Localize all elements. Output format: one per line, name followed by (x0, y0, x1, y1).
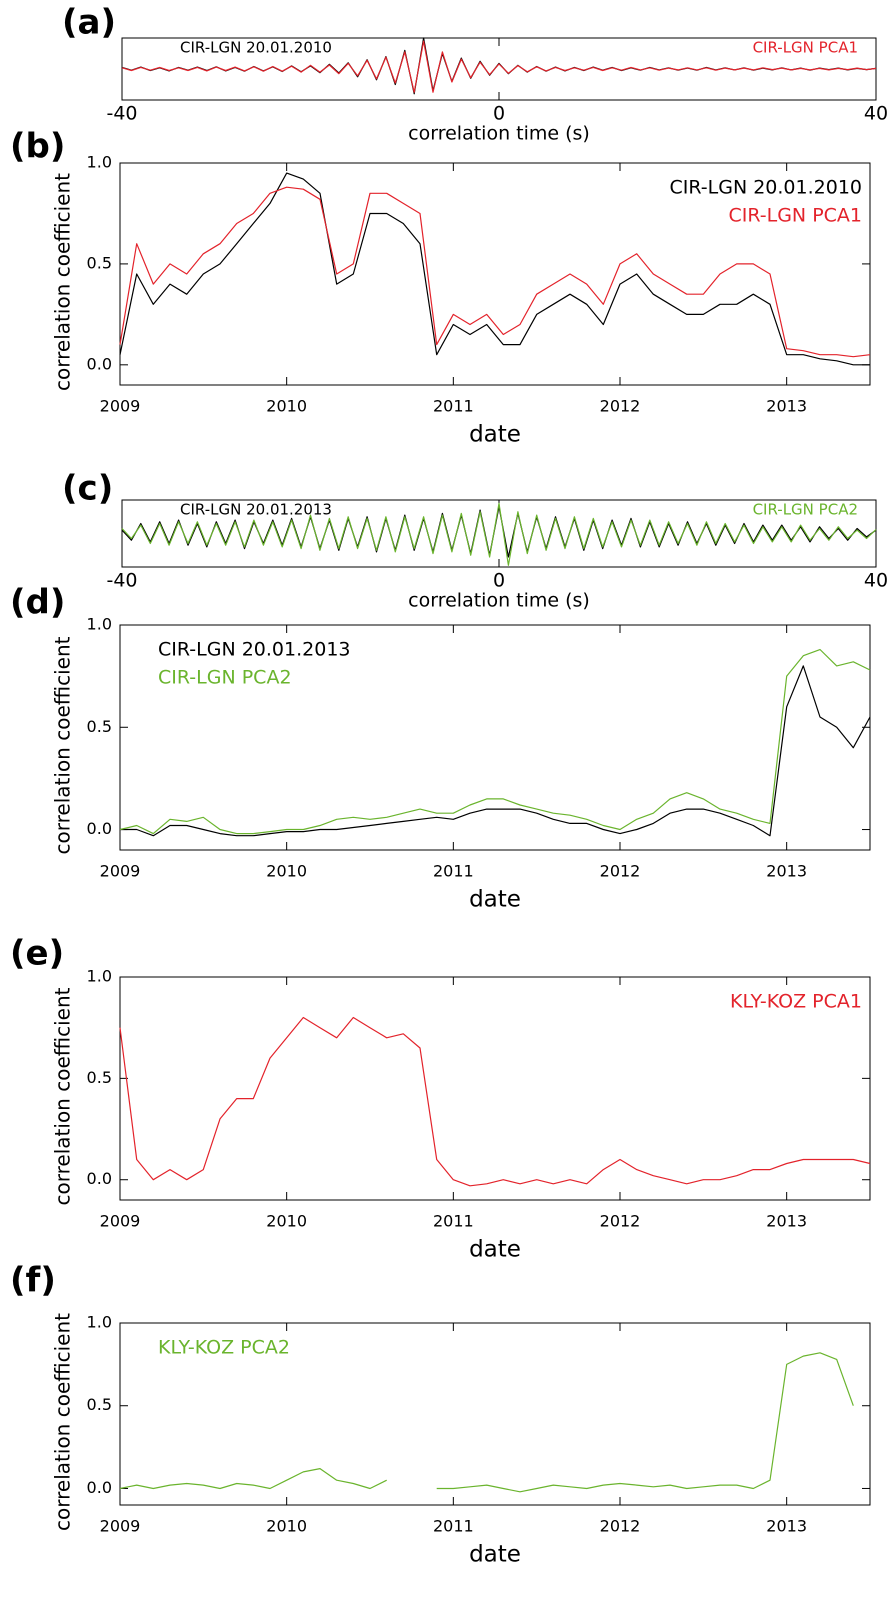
y-axis-label: correlation coefficient (51, 1313, 75, 1531)
plot-frame (119, 162, 871, 386)
y-axis-label: correlation coefficient (51, 987, 75, 1205)
legend-entry: KLY-KOZ PCA2 (158, 1337, 290, 1359)
data-line (120, 665, 871, 837)
x-tick-label: 0 (493, 570, 505, 592)
x-tick-label: 40 (864, 103, 888, 125)
x-tick-label: 2011 (433, 1212, 474, 1231)
legend-entry: CIR-LGN 20.01.2010 (669, 177, 862, 199)
legend-entry: CIR-LGN PCA2 (753, 501, 858, 519)
data-line (119, 1016, 871, 1187)
legend-entry: KLY-KOZ PCA1 (730, 991, 862, 1013)
y-tick-label: 0.5 (87, 1395, 112, 1414)
x-tick-label: 2010 (266, 397, 307, 416)
x-tick-label: 2010 (266, 1212, 307, 1231)
y-tick-label: 1.0 (87, 967, 112, 986)
panel-label: (b) (10, 127, 65, 167)
panel-label: (f) (10, 1261, 56, 1301)
y-tick-label: 1.0 (87, 615, 112, 634)
x-tick-label: 2013 (766, 862, 807, 881)
data-line (119, 1352, 854, 1493)
x-tick-label: 2013 (766, 397, 807, 416)
panel-label: (a) (62, 3, 116, 43)
x-tick-label: 2011 (433, 1517, 474, 1536)
x-tick-label: 2012 (600, 862, 641, 881)
panel-label: (c) (62, 469, 113, 509)
legend-entry: CIR-LGN PCA1 (753, 39, 858, 57)
panel-label: (d) (10, 583, 65, 623)
x-tick-label: 2013 (766, 1212, 807, 1231)
y-tick-label: 0.0 (87, 819, 112, 838)
panel-label: (e) (10, 934, 64, 974)
x-tick-label: 40 (864, 570, 888, 592)
y-axis-label: correlation coefficient (51, 636, 75, 854)
x-tick-label: 0 (493, 103, 505, 125)
y-tick-label: 1.0 (87, 1313, 112, 1332)
x-tick-label: 2010 (266, 862, 307, 881)
y-tick-label: 0.5 (87, 253, 112, 272)
x-tick-label: 2010 (266, 1517, 307, 1536)
x-axis-label: correlation time (s) (408, 123, 590, 145)
x-axis-label: date (469, 1542, 521, 1568)
data-line (121, 40, 877, 93)
x-tick-label: 2009 (100, 1517, 141, 1536)
data-line (121, 502, 877, 566)
x-tick-label: -40 (106, 103, 137, 125)
y-tick-label: 0.0 (87, 1169, 112, 1188)
data-line (119, 172, 870, 366)
y-tick-label: 0.5 (87, 1068, 112, 1087)
x-tick-label: 2012 (600, 1517, 641, 1536)
x-tick-label: 2012 (600, 397, 641, 416)
x-tick-label: -40 (106, 570, 137, 592)
x-tick-label: 2011 (433, 862, 474, 881)
plot-frame (119, 1322, 871, 1506)
y-axis-label: correlation coefficient (51, 173, 75, 391)
x-axis-label: date (469, 422, 521, 448)
data-line (119, 186, 871, 358)
x-tick-label: 2013 (766, 1517, 807, 1536)
legend-entry: CIR-LGN 20.01.2013 (180, 501, 332, 519)
y-tick-label: 1.0 (87, 153, 112, 172)
x-tick-label: 2009 (100, 397, 141, 416)
x-tick-label: 2012 (600, 1212, 641, 1231)
y-tick-label: 0.5 (87, 717, 112, 736)
legend-entry: CIR-LGN PCA2 (158, 667, 292, 689)
plot-frame (119, 976, 871, 1201)
x-tick-label: 2011 (433, 397, 474, 416)
y-tick-label: 0.0 (87, 354, 112, 373)
data-line (119, 648, 871, 835)
plot-frame (119, 624, 871, 851)
legend-entry: CIR-LGN 20.01.2013 (158, 639, 351, 661)
legend-entry: CIR-LGN PCA1 (728, 205, 862, 227)
x-axis-label: date (469, 887, 521, 913)
x-tick-label: 2009 (100, 1212, 141, 1231)
y-tick-label: 0.0 (87, 1478, 112, 1497)
x-axis-label: date (469, 1237, 521, 1263)
legend-entry: CIR-LGN 20.01.2010 (180, 39, 332, 57)
x-tick-label: 2009 (100, 862, 141, 881)
x-axis-label: correlation time (s) (408, 590, 590, 612)
